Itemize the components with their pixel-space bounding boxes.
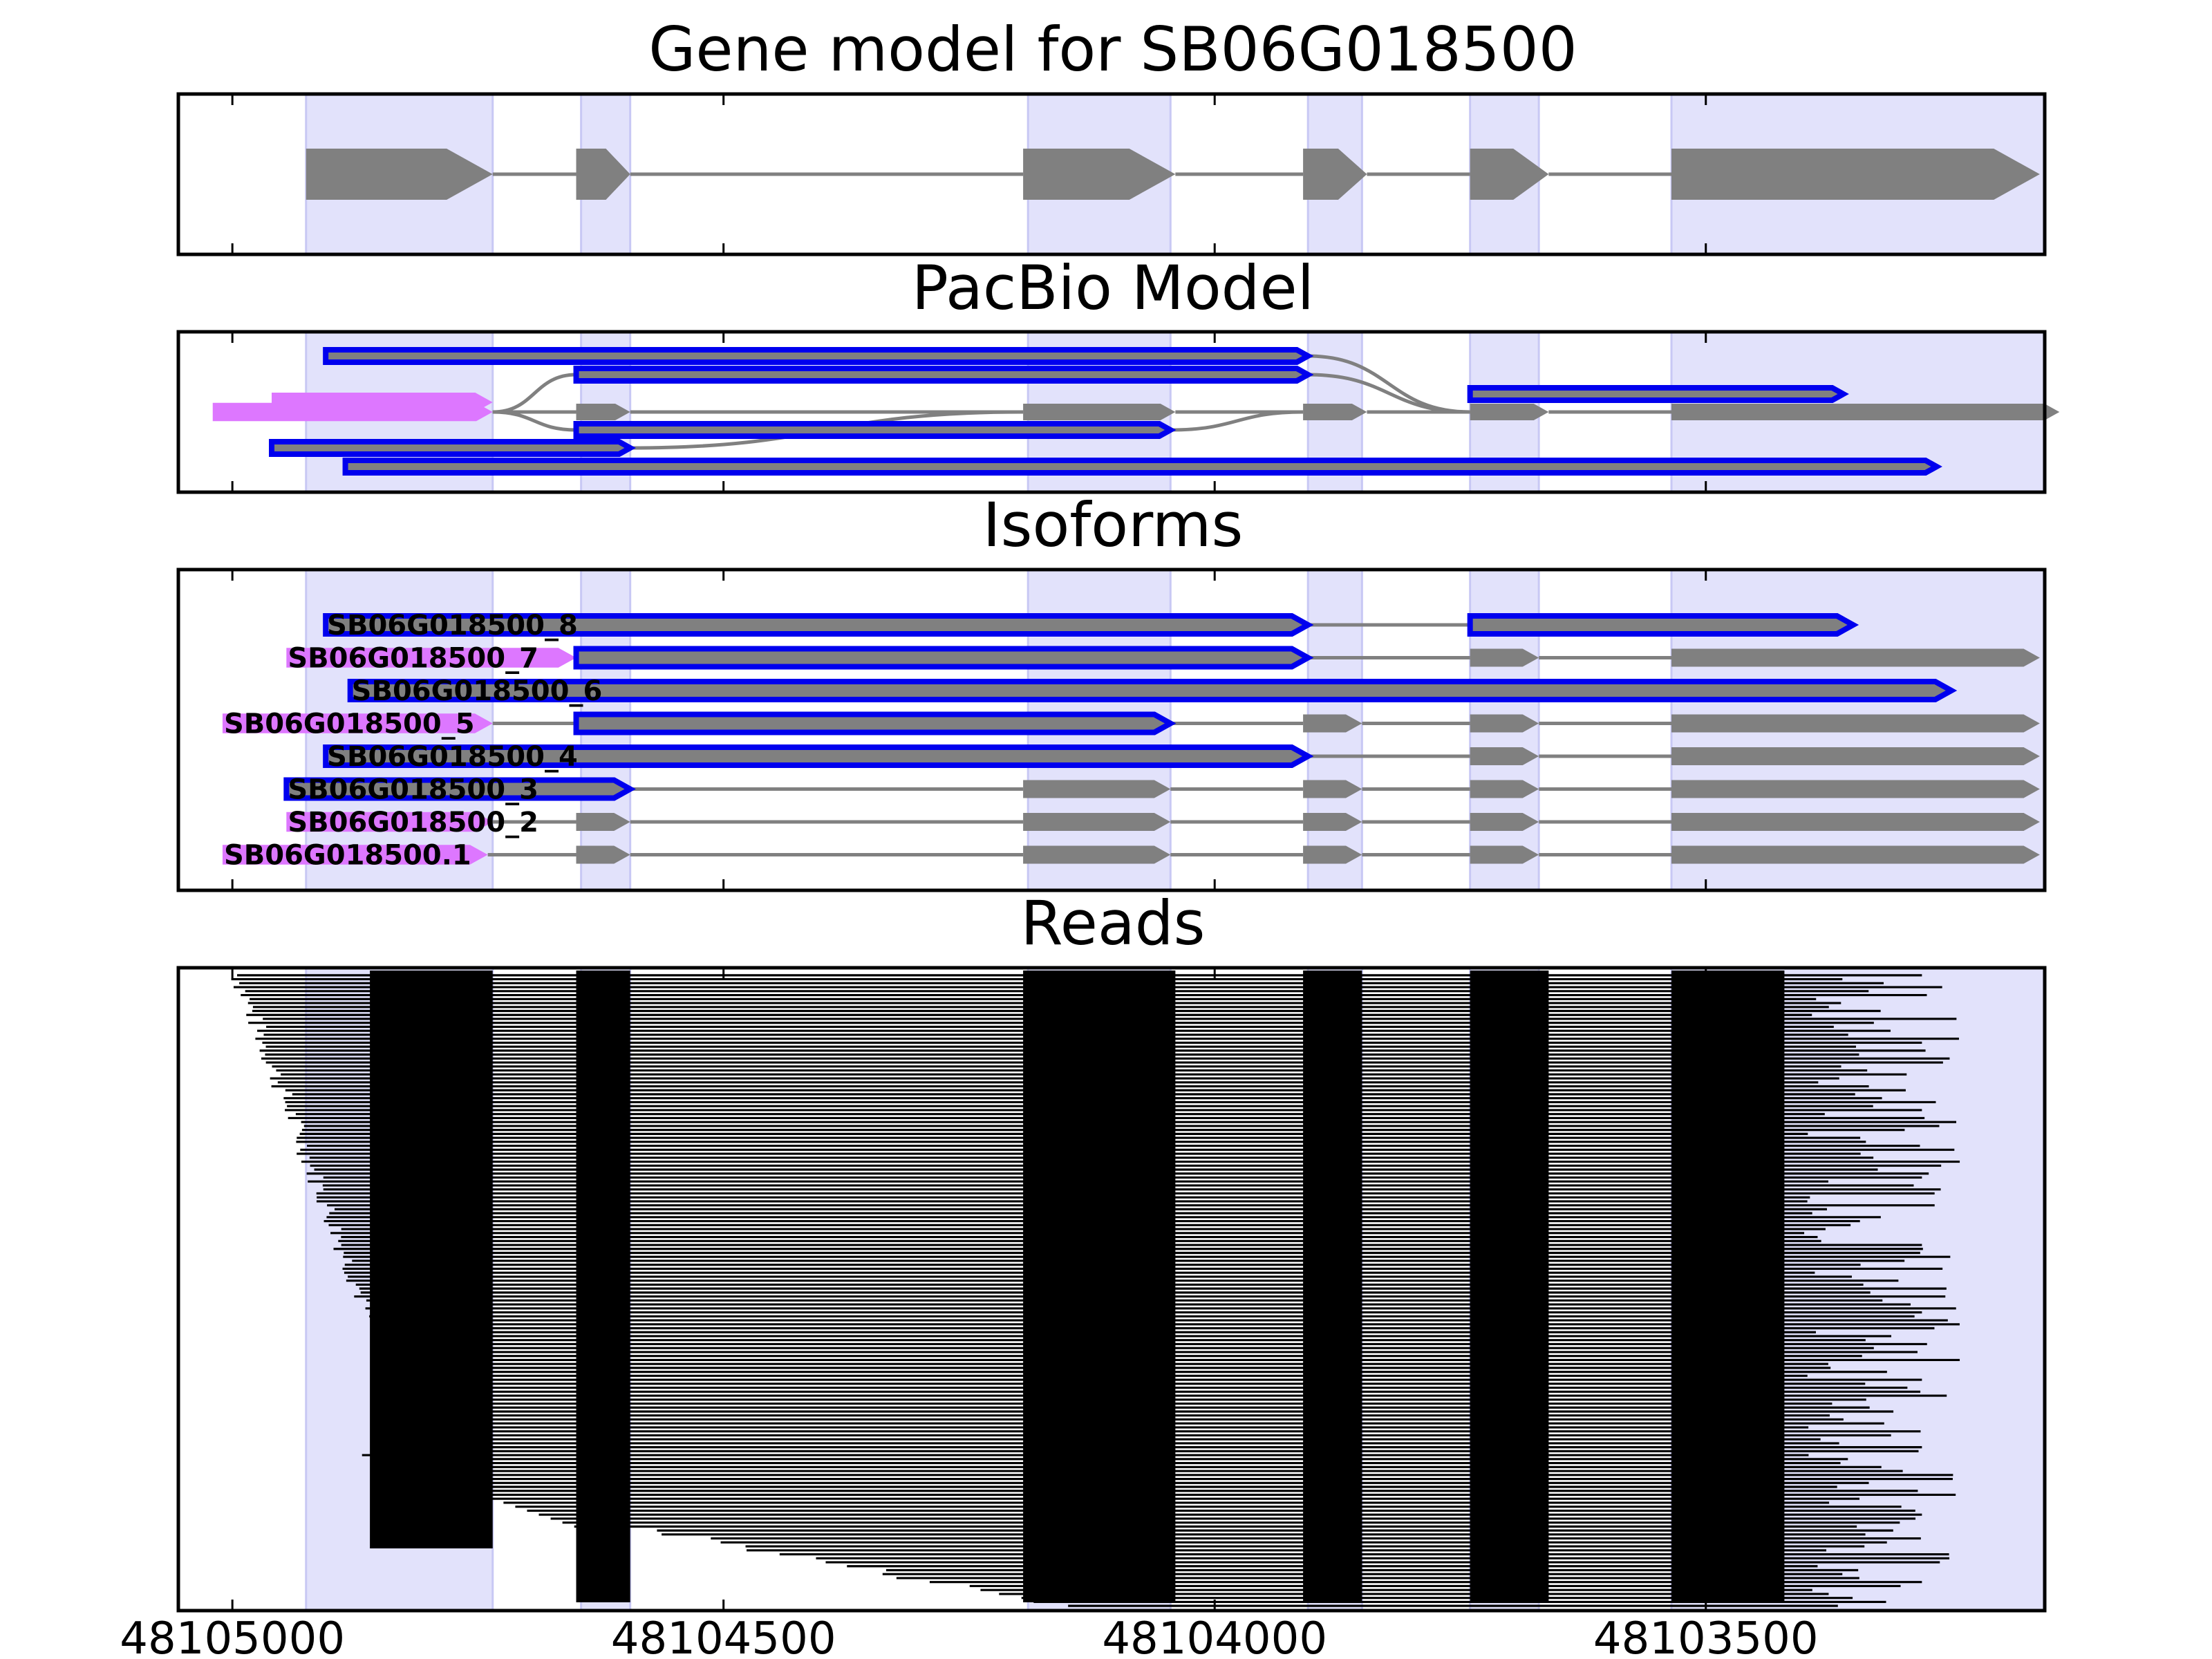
exon: [1303, 813, 1362, 831]
pacbio-exon: [1467, 613, 1859, 637]
exon: [1470, 813, 1539, 831]
exon: [1671, 648, 2040, 667]
exon: [1671, 714, 2040, 733]
isoform-label: SB06G018500_8: [327, 610, 578, 641]
panel-pacbio-model: PacBio Model: [176, 252, 2060, 494]
isoform-label: SB06G018500_5: [224, 709, 475, 740]
read-exon-block: [1303, 971, 1362, 1602]
exon: [1303, 780, 1362, 798]
read-exon-block: [576, 971, 630, 1602]
exon: [1470, 845, 1539, 864]
panel-title-isoforms: Isoforms: [983, 489, 1244, 561]
isoform-label: SB06G018500_4: [327, 741, 578, 773]
gene-model-track: [306, 149, 2040, 200]
isoform-labels: SB06G018500_8SB06G018500_7SB06G018500_6S…: [224, 610, 602, 872]
read-exon-block: [370, 971, 493, 1548]
panel-frame: [176, 92, 2047, 256]
exon: [1671, 780, 2040, 798]
panel-title-gene-model: Gene model for SB06G018500: [648, 14, 1577, 85]
tick-marks: [231, 94, 1707, 254]
x-tick-label: 48104000: [1102, 1613, 1327, 1659]
exon: [1303, 149, 1367, 200]
exon: [1470, 747, 1539, 765]
utr-region: [286, 812, 493, 832]
exon: [1023, 149, 1176, 200]
utr-region: [222, 845, 488, 865]
exon: [1671, 149, 2040, 200]
exon: [1023, 780, 1171, 798]
read-exon-block: [1470, 971, 1549, 1602]
panel-frame: [176, 330, 2047, 494]
x-tick-label: 48104500: [611, 1613, 836, 1659]
x-tick-label: 48105000: [120, 1613, 345, 1659]
isoform-label: SB06G018500_7: [288, 643, 538, 675]
exon: [1023, 404, 1176, 420]
splice-connector: [492, 410, 577, 432]
pacbio-exon: [323, 347, 1314, 365]
exon: [576, 149, 630, 200]
pacbio-exon: [342, 458, 1942, 476]
isoform-label: SB06G018500_3: [288, 774, 538, 806]
panel-isoforms: Isoforms SB06G018500_8SB06G018500_7SB06G…: [176, 489, 2047, 892]
pacbio-exon: [347, 679, 1958, 702]
exon: [1470, 404, 1549, 420]
utr-region: [222, 713, 493, 733]
pacbio-exon: [1467, 385, 1849, 403]
exon: [576, 845, 630, 864]
isoform-label: SB06G018500_2: [288, 807, 538, 838]
pacbio-track: [212, 347, 2060, 476]
tick-marks: [231, 968, 1707, 1611]
splice-connector: [492, 373, 577, 414]
exon: [1303, 404, 1367, 420]
utr-region: [286, 648, 577, 668]
exon: [576, 813, 630, 831]
isoforms-track: [222, 613, 2040, 865]
exon: [1671, 404, 2060, 420]
panel-frame: [176, 568, 2047, 892]
tick-marks: [231, 570, 1707, 890]
pacbio-exon: [573, 646, 1314, 670]
exon: [1303, 845, 1362, 864]
exon: [576, 404, 630, 420]
isoform-label: SB06G018500.1: [224, 840, 471, 872]
pacbio-exon: [283, 777, 636, 801]
utr-region: [272, 393, 493, 412]
exon: [1023, 813, 1171, 831]
panel-reads: Reads: [176, 888, 2047, 1613]
exon: [1023, 845, 1171, 864]
exon: [1470, 648, 1539, 667]
panel-frame: [176, 966, 2047, 1613]
exon: [1470, 780, 1539, 798]
pacbio-exon: [573, 711, 1177, 735]
x-tick-label: 48103500: [1593, 1613, 1819, 1659]
panel-title-reads: Reads: [1021, 888, 1206, 959]
read-exon-block: [1023, 971, 1176, 1602]
exon: [1470, 149, 1549, 200]
exon: [1303, 714, 1362, 733]
reads-track: [231, 971, 1960, 1607]
splice-connector: [1170, 410, 1304, 432]
isoform-label: SB06G018500_6: [352, 675, 603, 707]
pacbio-exon: [573, 366, 1314, 384]
pacbio-exon: [323, 613, 1314, 637]
pacbio-exon: [573, 421, 1177, 439]
tick-marks: [231, 332, 1707, 492]
panel-gene-model: Gene model for SB06G018500: [176, 14, 2047, 256]
read-exon-block: [1671, 971, 1785, 1602]
exon: [1671, 845, 2040, 864]
pacbio-exon: [323, 744, 1314, 768]
exon: [1470, 714, 1539, 733]
x-axis: 48105000 48104500 48104000 48103500: [120, 1613, 1818, 1659]
exon: [306, 149, 493, 200]
pacbio-exon: [269, 439, 636, 457]
exon: [1671, 813, 2040, 831]
panel-title-pacbio-model: PacBio Model: [912, 252, 1314, 324]
exon: [1671, 747, 2040, 765]
